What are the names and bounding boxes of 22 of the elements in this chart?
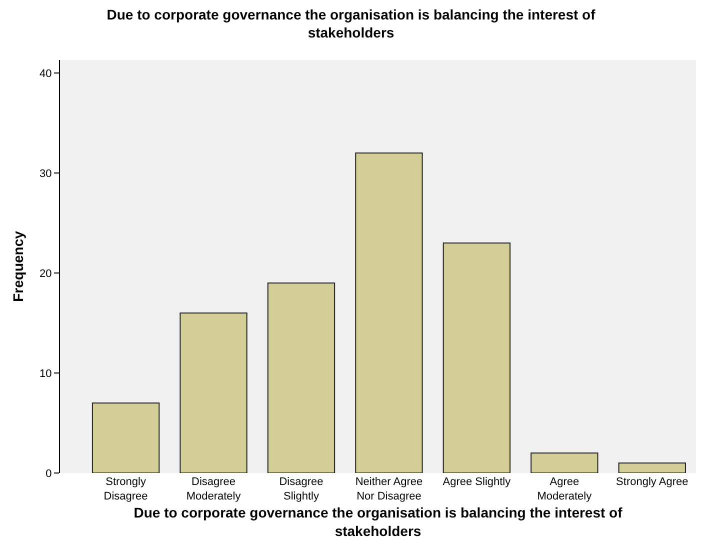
x-tick-label: Disagree Slightly: [279, 476, 324, 502]
bar: [618, 462, 686, 473]
x-tick-label: Neither Agree Nor Disagree: [355, 476, 423, 502]
bar: [355, 152, 423, 473]
bar: [267, 282, 336, 473]
y-tick-label: 20: [40, 268, 52, 280]
bar: [180, 312, 248, 473]
x-axis-title: Due to corporate governance the organisation is balancing the interest of stakeholders: [134, 504, 623, 539]
x-tick-label: Strongly Disagree: [104, 476, 148, 502]
x-tick-label: Strongly Agree: [616, 476, 688, 488]
chart-title: Due to corporate governance the organisation is balancing the interest of stakeholders: [106, 6, 596, 41]
y-tick-label: 10: [40, 368, 52, 380]
y-tick-label: 40: [40, 68, 52, 80]
y-tick-label: 30: [40, 168, 52, 180]
y-tick-label: 0: [46, 468, 52, 480]
bar: [442, 242, 511, 473]
x-tick-label: Agree Moderately: [537, 476, 592, 502]
x-tick-label: Disagree Moderately: [186, 476, 242, 502]
bar: [92, 402, 160, 473]
y-axis-title: Frequency: [10, 230, 26, 302]
x-tick-label: Agree Slightly: [442, 476, 512, 488]
bar: [530, 452, 598, 473]
